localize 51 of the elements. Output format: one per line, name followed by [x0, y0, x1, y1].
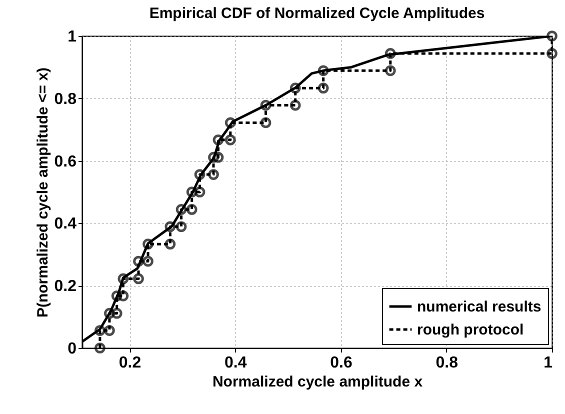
point — [208, 169, 219, 180]
y-tick-label: 0.6 — [54, 153, 77, 170]
point — [194, 169, 206, 180]
y-tick-label: 0.2 — [54, 278, 77, 296]
point — [186, 204, 198, 215]
point — [208, 152, 219, 163]
chart-title: Empirical CDF of Normalized Cycle Amplitudes — [149, 4, 485, 22]
point — [118, 290, 129, 302]
y-tick-label: 0 — [68, 340, 77, 358]
x-tick-label: 1 — [544, 354, 553, 372]
x-tick-label: 0.8 — [436, 354, 458, 372]
y-tick-label: 0.4 — [54, 216, 77, 233]
point — [224, 134, 236, 146]
x-axis-title: Normalized cycle amplitude x — [212, 374, 424, 390]
point — [142, 238, 154, 250]
point — [94, 325, 106, 336]
point — [176, 204, 187, 215]
legend-label: numerical results — [417, 298, 542, 316]
point — [133, 256, 144, 267]
y-tick-label: 0.8 — [54, 90, 77, 108]
point — [142, 256, 154, 267]
point — [186, 186, 198, 198]
point — [546, 48, 558, 59]
point — [260, 100, 272, 111]
point — [318, 65, 329, 76]
point — [212, 152, 224, 163]
point — [318, 82, 329, 94]
point — [94, 342, 106, 354]
point — [164, 238, 176, 250]
point — [290, 82, 301, 94]
point — [384, 65, 396, 76]
y-tick-label: 1 — [68, 28, 77, 46]
x-tick-label: 0.6 — [330, 354, 352, 372]
legend-label: rough protocol — [417, 322, 524, 338]
point — [133, 273, 144, 284]
point — [164, 221, 176, 232]
point — [176, 221, 187, 232]
point — [104, 325, 115, 336]
point — [260, 117, 272, 128]
point — [212, 134, 224, 146]
point — [104, 308, 115, 319]
point — [118, 273, 129, 284]
point — [384, 48, 396, 59]
point — [290, 100, 301, 111]
y-axis-title: P(normalized cycle amplitude <= x) — [34, 67, 52, 318]
x-tick-label: 0.2 — [118, 354, 142, 372]
point — [111, 290, 122, 302]
point — [194, 186, 206, 198]
x-tick-label: 0.4 — [224, 354, 247, 372]
point — [224, 117, 236, 128]
point — [111, 308, 122, 319]
